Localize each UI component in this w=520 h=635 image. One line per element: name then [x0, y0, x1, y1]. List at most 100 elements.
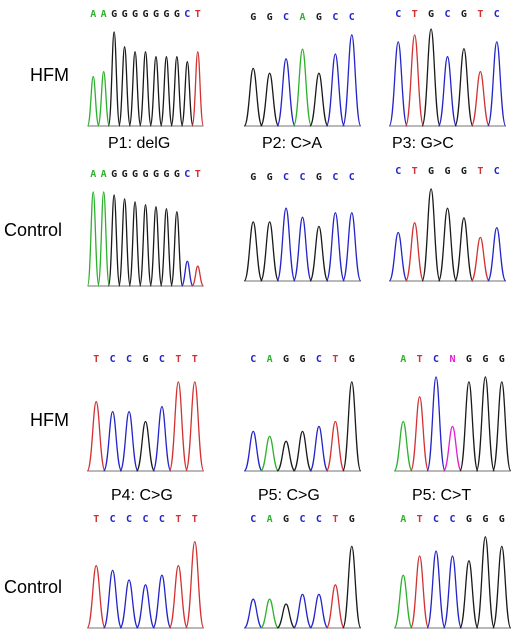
base-call-G: G	[316, 12, 322, 23]
trace-peak-G	[180, 60, 194, 127]
trace-peak-G	[149, 56, 163, 127]
trace-peak-C	[426, 376, 446, 472]
trace-peak-C	[487, 226, 507, 282]
base-call-C: C	[494, 9, 500, 20]
trace-peak-G	[342, 381, 362, 472]
base-call-G: G	[174, 169, 180, 180]
trace-peak-C	[309, 425, 329, 472]
trace-peak-T	[168, 381, 189, 472]
base-call-T: T	[332, 514, 338, 525]
trace-peak-G	[421, 188, 441, 282]
base-call-C: C	[126, 514, 132, 525]
trace-peak-G	[276, 603, 296, 629]
base-call-G: G	[142, 9, 148, 20]
base-call-C: C	[184, 9, 190, 20]
base-call-C: C	[395, 166, 401, 177]
base-call-G: G	[153, 9, 159, 20]
trace-peak-C	[342, 212, 362, 282]
base-call-C: C	[159, 514, 165, 525]
base-call-T: T	[93, 354, 99, 365]
trace-peak-G	[128, 201, 142, 287]
trace-peak-T	[404, 34, 425, 127]
base-call-G: G	[466, 354, 472, 365]
base-call-G: G	[250, 172, 256, 183]
trace-peak-G	[459, 381, 479, 472]
base-call-C: C	[433, 354, 439, 365]
trace-peak-G	[259, 221, 280, 282]
caption-p2: P2: C>A	[262, 135, 323, 152]
base-call-G: G	[482, 514, 488, 525]
trace-peak-G	[492, 545, 512, 629]
base-call-G: G	[461, 166, 467, 177]
base-call-T: T	[192, 514, 198, 525]
base-call-A: A	[90, 169, 96, 180]
base-call-C: C	[433, 514, 439, 525]
trace-peak-G	[292, 430, 313, 472]
trace-peak-G	[149, 206, 163, 287]
base-call-G: G	[267, 12, 273, 23]
trace-peak-G	[259, 72, 280, 127]
caption-p4: P4: C>G	[111, 487, 173, 504]
trace-peak-G	[454, 48, 474, 127]
trace-peak-A	[260, 598, 280, 629]
base-call-G: G	[428, 166, 434, 177]
trace-peak-C	[243, 430, 263, 472]
trace-peak-C	[325, 212, 346, 282]
trace-peak-C	[442, 555, 463, 629]
trace-peak-C	[426, 550, 446, 629]
base-call-G: G	[482, 354, 488, 365]
trace-peak-G	[128, 51, 142, 127]
base-call-C: C	[349, 172, 355, 183]
trace-peak-G	[170, 211, 184, 287]
base-call-C: C	[349, 12, 355, 23]
trace-peak-C	[135, 584, 156, 629]
base-call-G: G	[499, 354, 505, 365]
trace-peak-T	[409, 396, 430, 472]
trace-peak-G	[309, 225, 329, 282]
base-call-A: A	[400, 354, 406, 365]
trace-peak-C	[388, 231, 408, 282]
trace-peak-C	[292, 593, 313, 629]
trace-peak-G	[342, 545, 362, 629]
base-call-T: T	[477, 166, 483, 177]
base-call-G: G	[111, 9, 117, 20]
base-call-C: C	[332, 12, 338, 23]
trace-peak-A	[86, 75, 100, 127]
base-call-T: T	[195, 9, 201, 20]
trace-peak-G	[243, 221, 263, 282]
trace-peak-G	[437, 207, 458, 282]
base-call-C: C	[316, 514, 322, 525]
base-call-G: G	[466, 514, 472, 525]
trace-peak-G	[492, 381, 512, 472]
base-call-A: A	[101, 169, 107, 180]
base-call-C: C	[110, 354, 116, 365]
base-call-G: G	[174, 9, 180, 20]
caption-p5-ct: P5: C>T	[412, 487, 472, 504]
caption-p3: P3: G>C	[392, 135, 454, 152]
trace-peak-C	[119, 410, 139, 472]
trace-peak-T	[168, 564, 189, 629]
base-call-C: C	[332, 172, 338, 183]
base-call-G: G	[499, 514, 505, 525]
base-call-T: T	[412, 9, 418, 20]
base-call-C: C	[184, 169, 190, 180]
base-call-C: C	[449, 514, 455, 525]
row-label-control-2: Control	[4, 577, 63, 597]
base-call-G: G	[122, 9, 128, 20]
trace-peak-G	[459, 560, 479, 629]
base-call-G: G	[163, 9, 169, 20]
base-call-T: T	[195, 169, 201, 180]
